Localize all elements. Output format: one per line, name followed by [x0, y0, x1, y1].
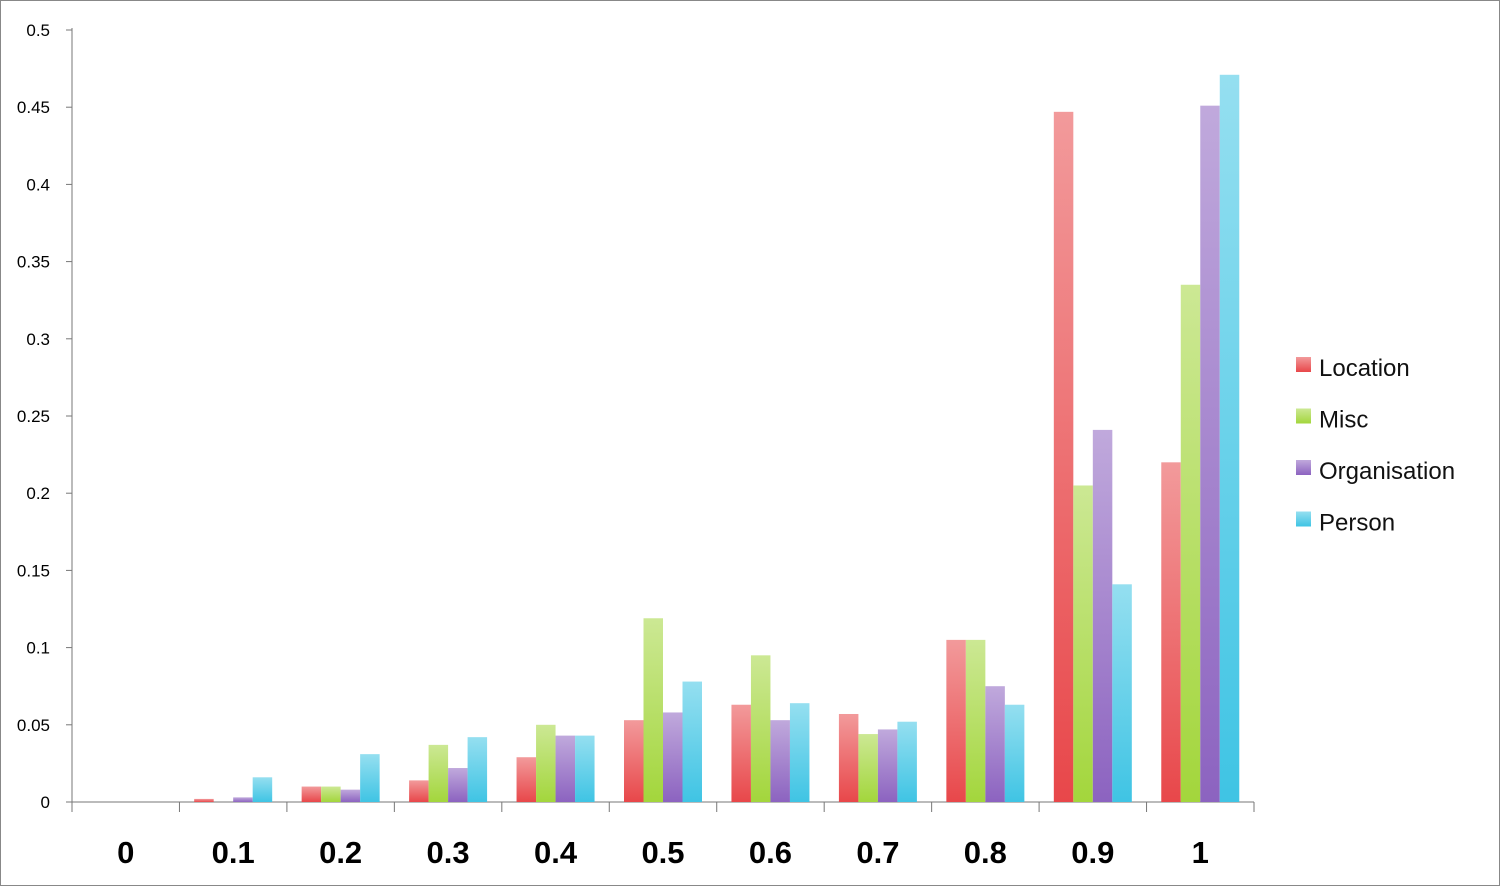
bar-person-0.1: [252, 777, 273, 802]
x-tick-label: 0.9: [1071, 835, 1114, 870]
bar-location-0.4: [516, 757, 537, 802]
legend-label-location: Location: [1319, 355, 1410, 382]
legend-swatch-person: [1296, 511, 1311, 527]
bar-misc-0.3: [428, 744, 449, 802]
x-tick-label: 0.6: [749, 835, 792, 870]
y-tick-label: 0.2: [26, 484, 50, 503]
y-tick-label: 0.15: [17, 561, 50, 580]
bar-misc-0.4: [536, 724, 556, 802]
bar-person-0.2: [360, 754, 380, 802]
x-tick-label: 0: [117, 835, 134, 870]
bar-location-0.5: [624, 720, 644, 802]
bar-organisation-0.2: [340, 789, 361, 802]
legend-label-misc: Misc: [1319, 407, 1368, 434]
bar-person-0.4: [575, 735, 595, 802]
bars: [194, 74, 1240, 802]
bar-misc-0.2: [321, 786, 341, 802]
x-tick-label: 0.7: [856, 835, 899, 870]
legend-swatch-organisation: [1296, 460, 1311, 475]
bar-location-1: [1161, 462, 1181, 802]
bar-organisation-0.3: [448, 768, 468, 802]
y-tick-label: 0.4: [26, 175, 50, 194]
y-tick-label: 0: [41, 793, 50, 812]
bar-misc-0.5: [643, 618, 663, 802]
bar-organisation-0.6: [770, 720, 790, 802]
x-tick-label: 1: [1192, 835, 1209, 870]
bar-person-0.9: [1112, 584, 1132, 802]
bar-organisation-0.7: [877, 729, 898, 802]
y-tick-label: 0.05: [17, 716, 50, 735]
bar-organisation-0.9: [1092, 429, 1113, 802]
bar-misc-0.7: [858, 734, 878, 802]
bar-misc-0.6: [750, 655, 771, 802]
bar-misc-1: [1180, 284, 1201, 802]
legend-label-organisation: Organisation: [1319, 458, 1455, 485]
legend-swatch-location: [1296, 357, 1311, 372]
bar-person-0.7: [897, 721, 917, 802]
bar-location-0.7: [838, 713, 859, 802]
bar-location-0.9: [1053, 111, 1074, 802]
legend: Location Misc Organisation Person: [1296, 355, 1455, 537]
legend-swatch-misc: [1296, 408, 1311, 424]
bar-location-0.8: [946, 639, 966, 802]
y-tick-label: 0.45: [17, 98, 50, 117]
bar-organisation-0.1: [233, 797, 253, 802]
bar-misc-0.9: [1073, 485, 1093, 802]
bar-person-0.8: [1004, 704, 1025, 802]
x-tick-label: 0.1: [212, 835, 255, 870]
y-tick-label: 0.3: [26, 330, 50, 349]
bar-person-0.6: [789, 703, 810, 802]
x-tick-labels: 0 0.1 0.2 0.3 0.4 0.5 0.6 0.7 0.8 0.9 1: [117, 835, 1209, 870]
bar-location-0.6: [731, 704, 751, 802]
bar-organisation-0.8: [985, 686, 1005, 802]
x-tick-label: 0.4: [534, 835, 578, 870]
y-tick-label: 0.1: [26, 639, 50, 658]
x-tick-label: 0.2: [319, 835, 362, 870]
bar-person-0.3: [467, 737, 488, 802]
bar-misc-0.8: [965, 639, 986, 802]
x-tick-label: 0.5: [641, 835, 684, 870]
x-tick-label: 0.8: [964, 835, 1007, 870]
bar-organisation-0.5: [663, 712, 683, 802]
bar-person-1: [1219, 74, 1240, 802]
bar-location-0.3: [409, 780, 429, 802]
y-tick-label: 0.25: [17, 407, 50, 426]
y-tick-label: 0.5: [26, 21, 50, 40]
bar-location-0.2: [301, 786, 322, 802]
y-tick-label: 0.35: [17, 253, 50, 272]
bar-organisation-1: [1200, 105, 1220, 802]
legend-label-person: Person: [1319, 510, 1395, 537]
x-tick-label: 0.3: [427, 835, 470, 870]
bar-organisation-0.4: [555, 735, 576, 802]
bar-person-0.5: [682, 681, 702, 802]
bar-location-0.1: [194, 798, 214, 802]
y-tick-labels: 0 0.05 0.1 0.15 0.2 0.25 0.3 0.35 0.4 0.45 0.5: [17, 21, 50, 812]
